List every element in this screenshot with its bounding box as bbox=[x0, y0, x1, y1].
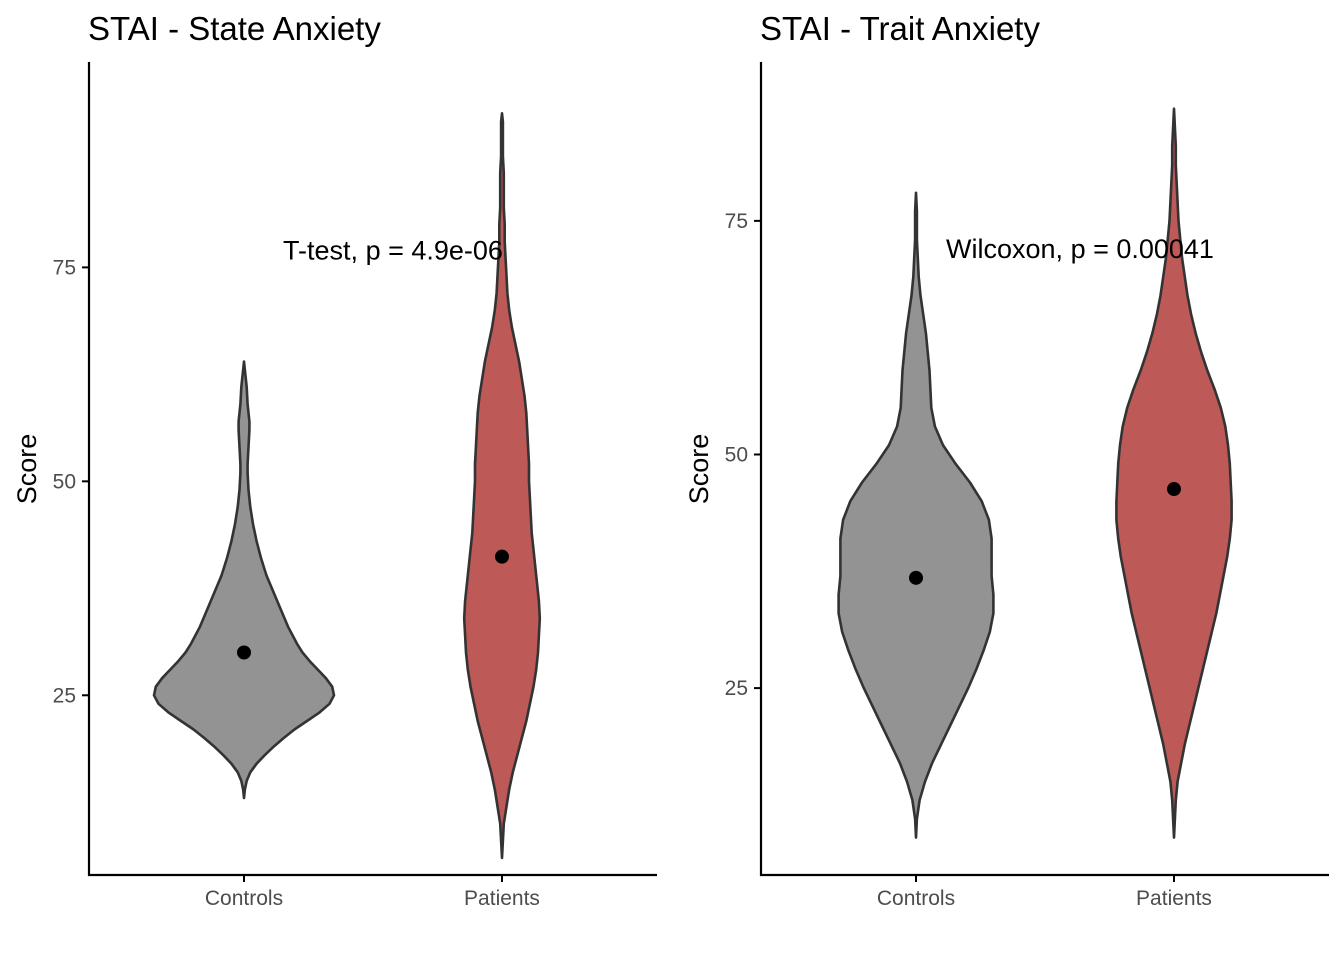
y-tick-layer: 25 50 75 bbox=[725, 210, 761, 700]
y-axis-label: Score bbox=[684, 434, 714, 505]
x-tick-label: Controls bbox=[877, 887, 955, 910]
mean-point-patients bbox=[1167, 482, 1181, 497]
panel-state-anxiety: STAI - State Anxiety Score 25 50 75 Contro… bbox=[12, 10, 657, 910]
chart-title: STAI - State Anxiety bbox=[88, 10, 381, 47]
violin-layer bbox=[837, 107, 1233, 839]
significance-annotation: T-test, p = 4.9e-06 bbox=[283, 235, 503, 265]
y-tick-label: 50 bbox=[725, 443, 748, 466]
mean-point-patients bbox=[495, 549, 509, 564]
violin-controls bbox=[837, 191, 995, 839]
y-axis-label: Score bbox=[12, 434, 42, 505]
panel-trait-anxiety: STAI - Trait Anxiety Score 25 50 75 Contro… bbox=[684, 10, 1329, 910]
mean-points-layer bbox=[909, 482, 1181, 585]
significance-annotation: Wilcoxon, p = 0.00041 bbox=[946, 234, 1214, 264]
violin-patients bbox=[1115, 107, 1233, 839]
mean-point-controls bbox=[237, 645, 251, 660]
x-tick-label: Patients bbox=[464, 887, 540, 910]
x-tick-label: Controls bbox=[205, 887, 283, 910]
violin-patients bbox=[462, 112, 542, 860]
mean-point-controls bbox=[909, 570, 923, 585]
y-tick-label: 75 bbox=[53, 256, 76, 279]
y-tick-label: 75 bbox=[725, 210, 748, 233]
y-tick-label: 50 bbox=[53, 470, 76, 493]
chart-title: STAI - Trait Anxiety bbox=[760, 10, 1040, 47]
mean-points-layer bbox=[237, 549, 509, 660]
x-tick-label: Patients bbox=[1136, 887, 1212, 910]
y-tick-label: 25 bbox=[53, 684, 76, 707]
x-tick-layer: Controls Patients bbox=[877, 875, 1212, 910]
y-tick-label: 25 bbox=[725, 677, 748, 700]
y-tick-layer: 25 50 75 bbox=[53, 256, 89, 707]
violin-controls bbox=[152, 360, 336, 800]
x-tick-layer: Controls Patients bbox=[205, 875, 540, 910]
violin-layer bbox=[152, 112, 542, 860]
